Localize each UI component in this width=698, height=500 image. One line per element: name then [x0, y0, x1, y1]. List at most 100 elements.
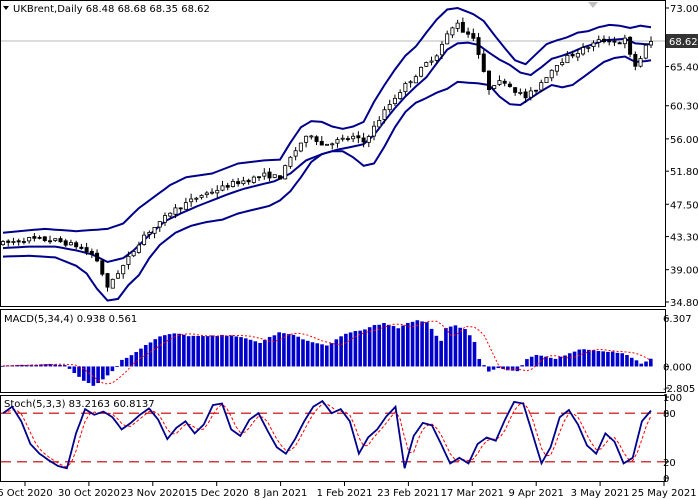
macd-bar: [353, 331, 358, 367]
macd-bar: [15, 364, 19, 367]
macd-bar: [253, 341, 258, 367]
candle-body: [95, 252, 100, 262]
macd-bar: [29, 364, 34, 367]
candle-body: [601, 38, 606, 43]
date-tick-label: 23 Nov 2020: [121, 488, 185, 499]
candle-body: [105, 273, 110, 288]
candle-body: [6, 240, 11, 243]
candle-body: [204, 192, 209, 195]
stoch-tick-label: 20: [663, 458, 676, 469]
candle-body: [68, 242, 73, 246]
macd-bar: [649, 358, 653, 367]
candle-body: [319, 141, 324, 146]
candle-body: [168, 212, 173, 217]
candle-body: [210, 191, 215, 194]
candle-body: [481, 53, 486, 72]
candle-body: [304, 135, 309, 143]
macd-layer: [1, 320, 653, 386]
macd-bar: [1, 365, 5, 367]
period-marker-icon: [588, 2, 598, 8]
macd-bar: [363, 329, 367, 367]
candle-body: [528, 90, 533, 98]
date-tick-label: 30 Oct 2020: [58, 488, 120, 499]
candle-body: [298, 142, 303, 152]
price-tick-label: 60.30: [670, 102, 698, 113]
candle-body: [147, 232, 152, 235]
candle-body: [392, 97, 397, 105]
macd-bar: [339, 336, 343, 367]
candle-body: [53, 238, 58, 241]
candle-body: [340, 137, 345, 140]
candle-body: [351, 135, 356, 140]
candle-body: [257, 176, 262, 179]
macd-bar: [248, 339, 253, 367]
candle-body: [450, 27, 455, 36]
macd-bar: [258, 342, 262, 367]
macd-bar: [177, 333, 181, 367]
candle-body: [586, 47, 591, 49]
macd-bar: [520, 365, 524, 367]
macd-bar: [205, 336, 210, 367]
macd-bar: [310, 342, 315, 367]
candle-body: [549, 69, 554, 79]
macd-bar: [396, 328, 401, 367]
macd-bar: [606, 351, 610, 367]
macd-bar: [410, 321, 415, 367]
macd-bar: [82, 366, 86, 381]
macd-bar: [463, 329, 467, 367]
macd-bar: [615, 352, 620, 367]
macd-bar: [453, 325, 458, 367]
candle-body: [178, 207, 183, 210]
candle-body: [162, 215, 167, 223]
last-price-label: 68.62: [669, 37, 698, 48]
macd-bar: [491, 366, 496, 370]
candle-body: [345, 138, 350, 140]
candle-body: [565, 54, 570, 64]
stoch-k-line: [2, 399, 652, 470]
macd-bar: [553, 358, 558, 367]
candle-body: [79, 246, 84, 249]
axis-layer: 73.00 65.40 60.30 56.00 51.80 47.50 43.30 39.00…: [0, 4, 698, 499]
candle-body: [539, 82, 544, 91]
candle-body: [267, 171, 272, 179]
macd-bar: [62, 365, 67, 367]
candle-body: [220, 185, 225, 191]
candle-body: [335, 139, 340, 144]
macd-bar: [244, 338, 248, 367]
candle-body: [560, 62, 565, 66]
candle-body: [173, 207, 178, 215]
candle-body: [84, 247, 89, 253]
candle-body: [607, 40, 612, 43]
candle-body: [314, 136, 319, 142]
candle-body: [429, 60, 434, 63]
macd-bar: [267, 336, 272, 367]
macd-bar: [129, 355, 134, 367]
candle-body: [121, 264, 126, 275]
candle-body: [612, 40, 617, 43]
macd-bar: [548, 357, 553, 367]
candle-body: [581, 47, 586, 55]
macd-bar: [577, 349, 582, 367]
macd-bar: [239, 337, 243, 367]
candle-body: [293, 150, 298, 157]
candle-body: [74, 242, 79, 248]
candle-body: [324, 143, 329, 146]
macd-bar: [572, 351, 577, 367]
macd-bar: [305, 340, 310, 367]
macd-bar: [644, 361, 648, 367]
macd-bar: [439, 340, 443, 367]
macd-bar: [391, 325, 396, 367]
macd-bar: [444, 327, 448, 367]
candle-body: [408, 81, 413, 84]
macd-tick-label: 6.307: [663, 314, 692, 325]
macd-bar: [348, 332, 353, 367]
candle-body: [225, 185, 230, 188]
macd-bar: [472, 341, 477, 367]
candle-body: [554, 65, 559, 72]
macd-bar: [496, 366, 501, 369]
candle-body: [507, 83, 512, 87]
macd-bar: [367, 327, 372, 367]
macd-bar: [315, 343, 320, 367]
macd-bar: [282, 333, 286, 367]
